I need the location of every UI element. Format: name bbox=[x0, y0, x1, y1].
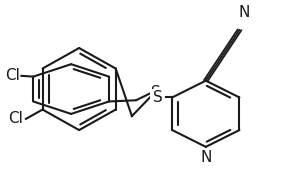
Text: S: S bbox=[153, 90, 163, 105]
Text: Cl: Cl bbox=[5, 68, 20, 83]
Text: S: S bbox=[151, 85, 161, 100]
Text: N: N bbox=[238, 5, 250, 20]
Text: Cl: Cl bbox=[8, 111, 23, 126]
Text: N: N bbox=[200, 150, 211, 165]
